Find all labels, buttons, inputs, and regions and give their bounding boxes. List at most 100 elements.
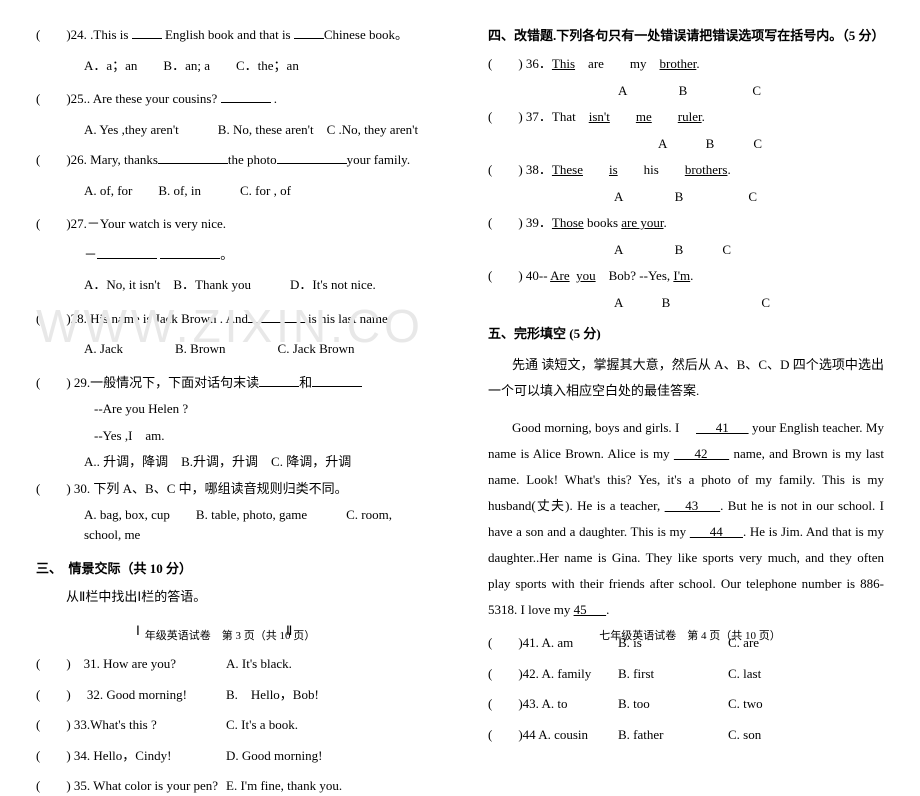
q30-opts: A. bag, box, cup B. table, photo, game C… bbox=[36, 505, 432, 544]
m31: ( ) 31. How are you?A. It's black. bbox=[36, 654, 432, 674]
o43a: ( )43. A. to bbox=[488, 694, 618, 714]
m33-q: ( ) 33.What's this ? bbox=[36, 715, 226, 735]
q24-blank2 bbox=[294, 38, 324, 39]
q27-opts: A．No, it isn't B．Thank you D．It's not ni… bbox=[36, 275, 432, 295]
q29-b: 和 bbox=[299, 375, 312, 390]
q37-u2: me bbox=[636, 109, 652, 124]
q24-blank1 bbox=[132, 38, 162, 39]
q40-m: Bob? --Yes, bbox=[596, 268, 674, 283]
q29-b1 bbox=[259, 386, 299, 387]
q36-u2: brother bbox=[660, 56, 697, 71]
q24-opts: A．a；an B．an; a C．the；an bbox=[36, 56, 432, 76]
q24-c: Chinese book。 bbox=[324, 27, 408, 42]
q37-p: ( ) 37．That bbox=[488, 109, 589, 124]
q38: ( ) 38．These is his brothers. bbox=[488, 160, 884, 180]
q37-m bbox=[610, 109, 636, 124]
q40-u3: I'm bbox=[673, 268, 690, 283]
q37-u3: ruler bbox=[678, 109, 702, 124]
q29-l3: --Yes ,I am. bbox=[36, 426, 432, 446]
q37-m2 bbox=[652, 109, 678, 124]
m33: ( ) 33.What's this ?C. It's a book. bbox=[36, 715, 432, 735]
q36-u1: This bbox=[552, 56, 575, 71]
q28-stem: ( )28..His name is Jack Brown . And is hi… bbox=[36, 309, 432, 329]
o42: ( )42. A. familyB. firstC. last bbox=[488, 664, 884, 684]
q40-u2: you bbox=[576, 268, 596, 283]
b45: 45 bbox=[574, 602, 607, 617]
page-container: WWW.ZIXIN.CO ( )24. .This is English boo… bbox=[0, 0, 920, 651]
q24-a: ( )24. .This is bbox=[36, 27, 132, 42]
m32-q: ( ) 32. Good morning! bbox=[36, 685, 226, 705]
m31-a: A. It's black. bbox=[226, 654, 292, 674]
o44a: ( )44 A. cousin bbox=[488, 725, 618, 745]
q40-abc: A B C bbox=[488, 293, 884, 313]
q24-b: English book and that is bbox=[162, 27, 294, 42]
q29-stem: ( ) 29.一般情况下，下面对话句末读 和 bbox=[36, 373, 432, 393]
section3-title: 三、 情景交际（共 10 分） bbox=[36, 558, 432, 577]
o44: ( )44 A. cousinB. fatherC. son bbox=[488, 725, 884, 745]
m32-a: B. Hello，Bob! bbox=[226, 685, 319, 705]
q38-m bbox=[583, 162, 609, 177]
q25-stem: ( )25.. Are these your cousins? . bbox=[36, 89, 432, 109]
q39-p: ( ) 39． bbox=[488, 215, 552, 230]
q27-dash-t: － bbox=[84, 247, 97, 262]
q28-b: is his last name. bbox=[308, 311, 391, 326]
o42c: C. last bbox=[728, 664, 761, 684]
q29-b2 bbox=[312, 386, 362, 387]
q39: ( ) 39．Those books are your. bbox=[488, 213, 884, 233]
q40-e: . bbox=[690, 268, 693, 283]
q40-p: ( ) 40-- bbox=[488, 268, 550, 283]
m34-a: D. Good morning! bbox=[226, 746, 322, 766]
o43: ( )43. A. toB. tooC. two bbox=[488, 694, 884, 714]
o44c: C. son bbox=[728, 725, 761, 745]
m33-a: C. It's a book. bbox=[226, 715, 298, 735]
q26-b1 bbox=[158, 163, 228, 164]
q26-a: ( )26. Mary, thanks bbox=[36, 152, 158, 167]
q27-b2 bbox=[160, 258, 220, 259]
q39-m: books bbox=[584, 215, 622, 230]
m35-q: ( ) 35. What color is your pen? bbox=[36, 776, 226, 796]
pf: . bbox=[606, 602, 609, 617]
q25-opts: A. Yes ,they aren't B. No, these aren't … bbox=[36, 120, 432, 140]
q36-m: are my bbox=[575, 56, 659, 71]
o42b: B. first bbox=[618, 664, 728, 684]
q39-u2: are your bbox=[621, 215, 663, 230]
m35: ( ) 35. What color is your pen?E. I'm fi… bbox=[36, 776, 432, 796]
q30-stem: ( ) 30. 下列 A、B、C 中，哪组读音规则归类不同。 bbox=[36, 479, 432, 499]
section3-sub: 从Ⅱ栏中找出Ⅰ栏的答语。 bbox=[36, 587, 432, 607]
q38-e: . bbox=[727, 162, 730, 177]
q36-e: . bbox=[696, 56, 699, 71]
m31-q: ( ) 31. How are you? bbox=[36, 654, 226, 674]
q37-e: . bbox=[702, 109, 705, 124]
section5-title: 五、完形填空 (5 分) bbox=[488, 323, 884, 342]
q38-abc: A B C bbox=[488, 187, 884, 207]
q24-stem: ( )24. .This is English book and that is… bbox=[36, 25, 432, 45]
q29-a: ( ) 29.一般情况下，下面对话句末读 bbox=[36, 375, 259, 390]
o42a: ( )42. A. family bbox=[488, 664, 618, 684]
q27-dash: － 。 bbox=[36, 245, 432, 265]
q25-a: ( )25.. Are these your cousins? bbox=[36, 91, 221, 106]
q38-u1: These bbox=[552, 162, 583, 177]
m32: ( ) 32. Good morning!B. Hello，Bob! bbox=[36, 685, 432, 705]
footer-left: 年级英语试卷 第 3 页（共 10 页） bbox=[0, 627, 460, 643]
q27-end: 。 bbox=[220, 247, 233, 262]
q40: ( ) 40-- Are you Bob? --Yes, I'm. bbox=[488, 266, 884, 286]
q36: ( ) 36．This are my brother. bbox=[488, 54, 884, 74]
o43c: C. two bbox=[728, 694, 763, 714]
section5-sub: 先通 读短文，掌握其大意，然后从 A、B、C、D 四个选项中选出一个可以填入相应… bbox=[488, 352, 884, 404]
q28-opts: A. Jack B. Brown C. Jack Brown bbox=[36, 339, 432, 359]
q29-opts: A.. 升调，降调 B.升调，升调 C. 降调，升调 bbox=[36, 452, 432, 472]
q38-u2: is bbox=[609, 162, 618, 177]
q26-b: the photo bbox=[228, 152, 277, 167]
b43: 43 bbox=[665, 498, 721, 513]
cloze-passage: Good morning, boys and girls. I 41 your … bbox=[488, 415, 884, 623]
q28-a: ( )28..His name is Jack Brown . And bbox=[36, 311, 248, 326]
q26-stem: ( )26. Mary, thanksthe photoyour family. bbox=[36, 150, 432, 170]
m34: ( ) 34. Hello，Cindy!D. Good morning! bbox=[36, 746, 432, 766]
o44b: B. father bbox=[618, 725, 728, 745]
q29-l2: --Are you Helen ? bbox=[36, 399, 432, 419]
q39-e: . bbox=[664, 215, 667, 230]
section4-title: 四、改错题.下列各句只有一处错误请把错误选项写在括号内。（5 分） bbox=[488, 25, 884, 44]
q37-abc: A B C bbox=[488, 134, 884, 154]
page-left: WWW.ZIXIN.CO ( )24. .This is English boo… bbox=[0, 0, 460, 651]
q25-b: . bbox=[271, 91, 278, 106]
